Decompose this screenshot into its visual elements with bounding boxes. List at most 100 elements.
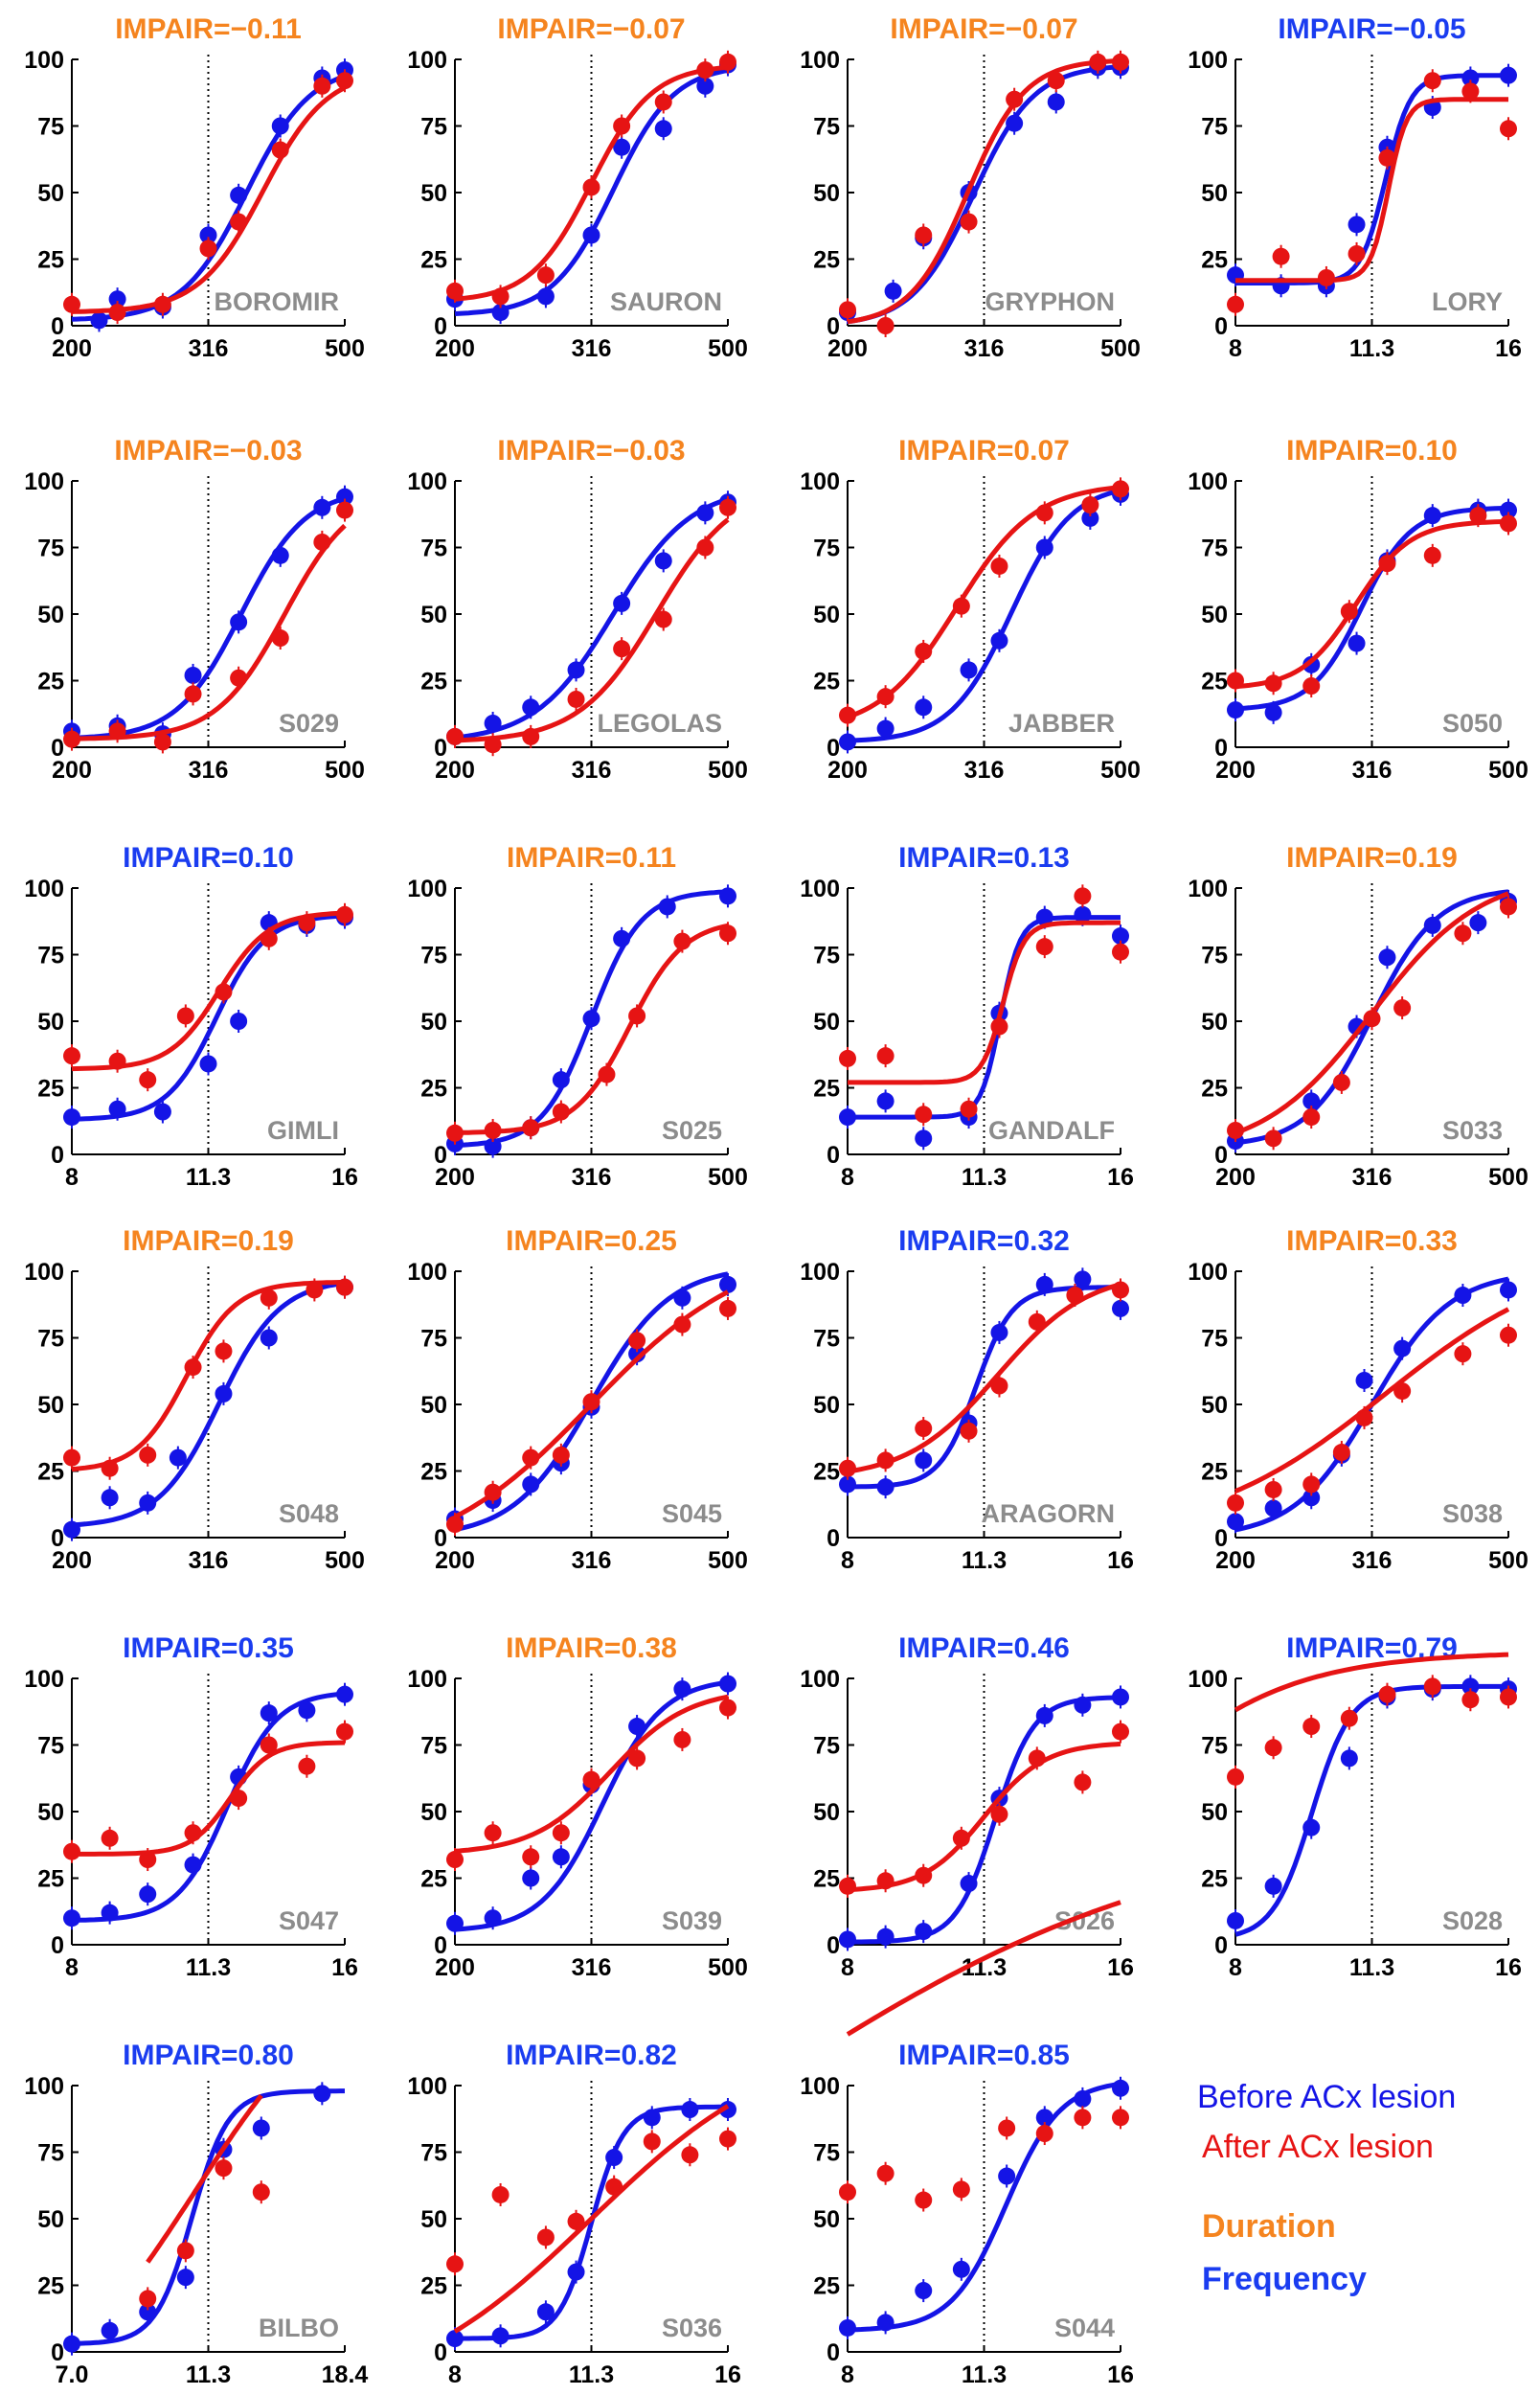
after-data-point — [952, 2180, 970, 2199]
after-data-point — [63, 295, 80, 313]
before-data-point — [1500, 501, 1517, 519]
subject-name: JABBER — [1008, 709, 1115, 738]
panel-title: IMPAIR=0.11 — [507, 842, 676, 874]
panel-s025: IMPAIR=0.11 0 25 50 75 100 200 316 500 S025 — [407, 842, 748, 1191]
before-data-point — [876, 1478, 895, 1496]
after-data-point — [673, 1315, 691, 1334]
y-tick-label: 0 — [1214, 1525, 1228, 1552]
after-data-point — [139, 1446, 157, 1464]
before-data-point — [876, 1927, 895, 1946]
subject-name: LORY — [1432, 287, 1503, 316]
before-data-point — [1074, 1270, 1092, 1289]
y-tick-label: 75 — [37, 2140, 64, 2167]
before-data-point — [271, 117, 289, 135]
after-data-point — [1227, 295, 1244, 313]
y-tick-label: 50 — [37, 602, 64, 628]
y-tick-label: 0 — [51, 2339, 64, 2366]
panel-jabber: IMPAIR=0.07 0 25 50 75 100 200 316 500 JABBER — [800, 435, 1141, 784]
x-tick-label: 316 — [189, 1547, 229, 1574]
y-tick-label: 25 — [37, 1459, 64, 1486]
after-data-point — [1006, 90, 1024, 108]
y-tick-label: 0 — [827, 735, 840, 762]
after-data-point — [839, 1049, 856, 1067]
panel-title: IMPAIR=0.82 — [506, 2040, 677, 2071]
x-tick-label: 11.3 — [962, 1164, 1007, 1191]
after-data-point — [1378, 1685, 1396, 1703]
subject-name: S048 — [279, 1499, 339, 1528]
x-tick-label: 16 — [1495, 1954, 1522, 1981]
after-data-point — [839, 1459, 856, 1477]
after-fit-curve — [454, 1694, 729, 1854]
y-tick-label: 0 — [434, 1525, 447, 1552]
before-data-point — [271, 546, 289, 564]
y-tick-label: 75 — [1201, 1733, 1228, 1760]
after-data-point — [1317, 268, 1335, 286]
y-tick-label: 75 — [813, 1326, 840, 1353]
panel-aragorn: IMPAIR=0.32 0 25 50 75 100 8 11.3 16 ARAGORN — [800, 1225, 1134, 1574]
y-tick-label: 50 — [37, 2206, 64, 2233]
after-fit-curve — [71, 1280, 345, 1472]
panel-title: IMPAIR=0.10 — [1286, 435, 1458, 467]
after-data-point — [552, 1824, 570, 1842]
after-data-point — [1302, 1718, 1321, 1736]
before-data-point — [230, 1013, 248, 1030]
before-data-point — [176, 2269, 194, 2287]
x-tick-label: 200 — [52, 1547, 92, 1574]
after-data-point — [484, 1121, 502, 1139]
after-data-point — [1227, 1768, 1244, 1786]
before-fit-curve — [1234, 1683, 1508, 1937]
y-tick-label: 100 — [800, 47, 840, 74]
after-data-point — [990, 1017, 1008, 1036]
x-tick-label: 16 — [1107, 2361, 1134, 2388]
after-data-point — [230, 669, 248, 687]
subject-name: S047 — [279, 1906, 339, 1935]
before-data-point — [1500, 1281, 1517, 1299]
x-tick-label: 500 — [708, 1164, 748, 1191]
after-data-point — [313, 77, 331, 95]
x-tick-label: 316 — [572, 1547, 612, 1574]
before-data-point — [1112, 1299, 1129, 1317]
y-tick-label: 75 — [813, 1733, 840, 1760]
after-data-point — [598, 1065, 616, 1083]
after-data-point — [552, 1103, 570, 1121]
after-data-point — [990, 1377, 1008, 1395]
before-data-point — [184, 666, 202, 684]
y-tick-label: 25 — [813, 1866, 840, 1893]
y-tick-label: 50 — [37, 1392, 64, 1419]
before-data-point — [1035, 908, 1053, 926]
after-data-point — [1378, 148, 1396, 167]
before-data-point — [839, 2318, 856, 2337]
before-data-point — [139, 1494, 157, 1512]
before-data-point — [215, 1384, 233, 1403]
after-data-point — [1047, 72, 1065, 90]
after-data-point — [1340, 1709, 1358, 1727]
before-data-point — [1227, 701, 1244, 719]
y-tick-label: 0 — [51, 735, 64, 762]
panel-lory: IMPAIR=−0.05 0 25 50 75 100 8 11.3 16 LORY — [1188, 13, 1522, 362]
before-fit-curve — [71, 1280, 346, 1528]
after-data-point — [960, 213, 978, 231]
after-data-point — [960, 1100, 978, 1118]
panel-s033: IMPAIR=0.19 0 25 50 75 100 200 316 500 S033 — [1188, 842, 1529, 1191]
panel-s048: IMPAIR=0.19 0 25 50 75 100 200 316 500 S048 — [24, 1225, 365, 1574]
before-data-point — [446, 2330, 464, 2348]
before-data-point — [101, 1489, 119, 1507]
after-data-point — [491, 287, 510, 306]
after-data-point — [139, 1851, 157, 1869]
before-data-point — [1006, 114, 1024, 132]
after-data-point — [839, 2183, 856, 2201]
x-tick-label: 500 — [1488, 1547, 1529, 1574]
after-data-point — [1393, 999, 1412, 1017]
y-tick-label: 50 — [420, 1392, 447, 1419]
y-tick-label: 75 — [813, 114, 840, 141]
before-data-point — [336, 488, 353, 506]
before-data-point — [1302, 1092, 1321, 1110]
subject-name: S044 — [1054, 2314, 1115, 2342]
y-tick-label: 100 — [24, 47, 64, 74]
after-data-point — [336, 905, 353, 924]
after-data-point — [613, 117, 631, 135]
after-data-point — [915, 2191, 933, 2209]
after-data-point — [915, 1420, 933, 1438]
x-tick-label: 11.3 — [186, 1954, 231, 1981]
x-tick-label: 8 — [65, 1164, 79, 1191]
